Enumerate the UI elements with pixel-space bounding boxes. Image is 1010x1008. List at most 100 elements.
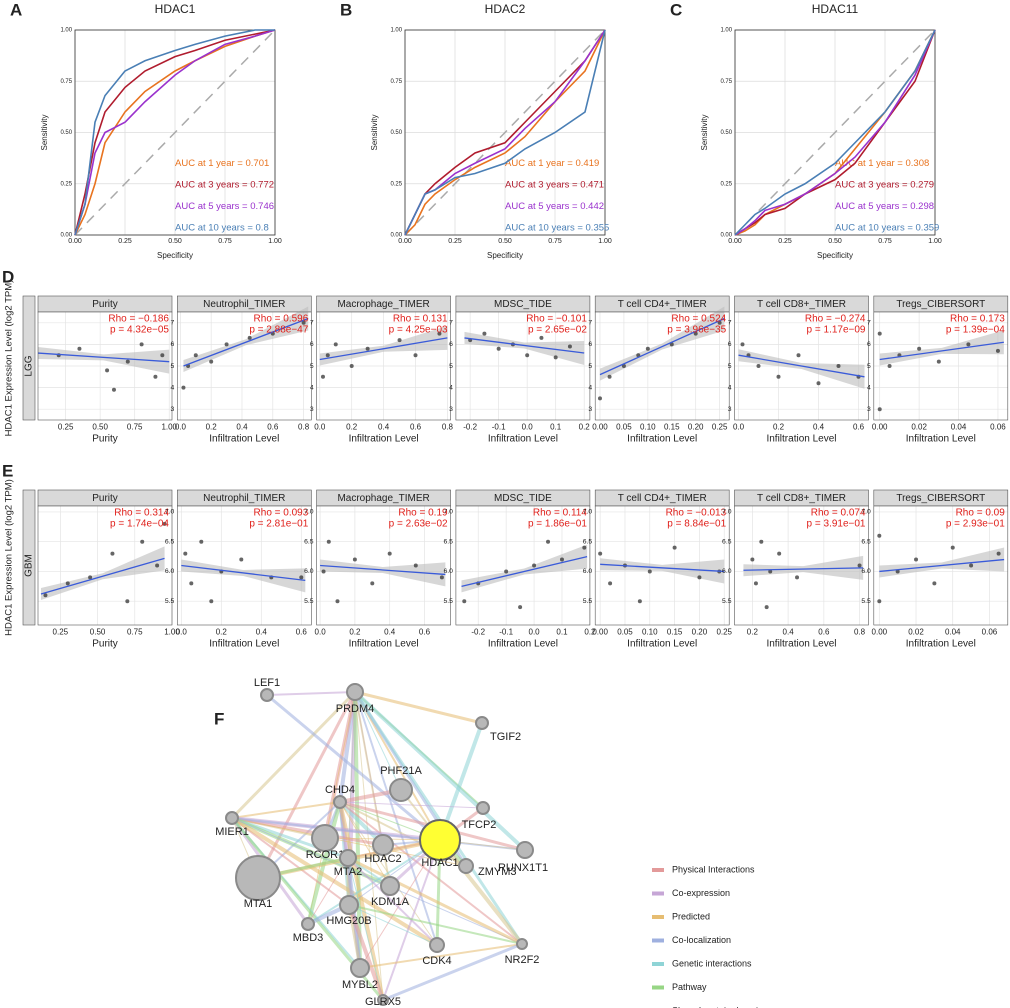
correlation-annotation: p = 4.32e−05 xyxy=(110,325,169,336)
chart-title: HDAC1 xyxy=(155,2,196,16)
y-tick-label: 6 xyxy=(588,341,592,348)
row-strip-label: LGG xyxy=(24,355,35,376)
data-point xyxy=(750,557,755,562)
facet-title: Purity xyxy=(92,299,118,310)
x-tick-label: 0.0 xyxy=(529,627,541,636)
legend-label: Shared protein domain xyxy=(672,1005,763,1008)
x-tick-label: 0.2 xyxy=(206,422,218,431)
regression-line xyxy=(461,555,588,587)
network-edge xyxy=(256,691,357,879)
x-tick-label: 0.0 xyxy=(733,422,745,431)
data-point xyxy=(764,605,769,610)
data-point xyxy=(637,599,642,604)
node-label: HDAC2 xyxy=(364,853,401,865)
data-point xyxy=(607,374,612,379)
y-tick-label: 5.5 xyxy=(722,598,732,605)
x-tick-label: 0.4 xyxy=(384,627,396,636)
network-edge xyxy=(354,691,402,791)
x-tick-label: 0.0 xyxy=(315,627,327,636)
data-point xyxy=(553,355,558,360)
data-point xyxy=(518,605,523,610)
y-tick-label: 5 xyxy=(449,363,453,370)
auc-annotation: AUC at 10 years = 0.8 xyxy=(175,222,269,233)
x-tick-label: 0.1 xyxy=(556,627,568,636)
regression-line xyxy=(181,564,306,582)
auc-annotation: AUC at 10 years = 0.355 xyxy=(505,222,609,233)
plot-border xyxy=(873,311,1009,421)
x-axis-label: Infiltration Level xyxy=(627,434,697,445)
x-tick-label: 0.15 xyxy=(664,422,680,431)
y-tick-label: 7 xyxy=(588,320,592,327)
confidence-band xyxy=(879,547,1005,578)
x-tick-label: 1.00 xyxy=(598,238,612,245)
network-node xyxy=(350,958,370,978)
correlation-annotation: p = 1.74e−04 xyxy=(110,519,169,530)
x-tick-label: 0.4 xyxy=(256,627,268,636)
y-tick-label: 0.50 xyxy=(720,130,732,136)
regression-line xyxy=(599,317,725,376)
data-point xyxy=(917,346,922,351)
y-axis-label: Sensitivity xyxy=(700,114,709,150)
regression-line xyxy=(464,337,585,354)
legend-label: Predicted xyxy=(672,911,710,921)
network-edge xyxy=(353,691,524,945)
x-tick-label: 0.25 xyxy=(712,422,728,431)
facet-title: T cell CD8+_TIMER xyxy=(757,299,846,310)
auc-annotation: AUC at 3 years = 0.471 xyxy=(505,179,604,190)
data-point xyxy=(796,353,801,358)
network-edge xyxy=(359,943,523,969)
x-tick-label: 0.8 xyxy=(854,627,866,636)
y-tick-label: 6 xyxy=(310,341,314,348)
x-tick-label: 0.1 xyxy=(550,422,562,431)
y-tick-label: 7.0 xyxy=(722,509,732,516)
data-point xyxy=(321,569,326,574)
plot-border xyxy=(734,505,869,626)
network-node xyxy=(476,801,490,815)
correlation-annotation: p = 2.81e−01 xyxy=(249,519,308,530)
data-point xyxy=(349,364,354,368)
x-tick-label: 0.75 xyxy=(878,238,892,245)
node-label: GLRX5 xyxy=(365,996,401,1008)
confidence-band xyxy=(599,306,725,381)
network-edge xyxy=(231,801,341,819)
data-point xyxy=(608,581,613,586)
data-point xyxy=(759,539,764,544)
confidence-band xyxy=(38,347,170,374)
data-point xyxy=(125,599,130,604)
x-tick-label: 0.25 xyxy=(53,627,69,636)
y-tick-label: 3 xyxy=(588,406,592,413)
data-point xyxy=(559,557,564,562)
network-edge xyxy=(347,856,523,946)
x-tick-label: 0.6 xyxy=(410,422,422,431)
network-edge xyxy=(266,691,356,696)
data-point xyxy=(320,374,325,379)
roc-curve xyxy=(74,29,276,236)
roc-curve xyxy=(734,29,936,236)
node-label: PHF21A xyxy=(380,765,422,777)
data-point xyxy=(496,346,501,351)
panel-letter: F xyxy=(214,709,224,728)
data-point xyxy=(365,346,370,351)
x-tick-label: 0.06 xyxy=(990,422,1006,431)
panel-letter: C xyxy=(670,0,682,19)
node-label: LEF1 xyxy=(254,677,280,689)
data-point xyxy=(777,551,782,556)
x-tick-label: 0.6 xyxy=(853,422,865,431)
facet-title: Neutrophil_TIMER xyxy=(203,299,285,310)
plot-border xyxy=(873,505,1009,626)
x-tick-label: 0.4 xyxy=(783,627,795,636)
x-tick-label: 0.4 xyxy=(378,422,390,431)
network-edge xyxy=(339,801,523,945)
row-strip xyxy=(22,489,36,626)
correlation-annotation: p = 2.63e−02 xyxy=(389,519,448,530)
data-point xyxy=(768,569,773,574)
y-tick-label: 5 xyxy=(171,363,175,370)
network-node xyxy=(475,716,489,730)
y-tick-label: 0.00 xyxy=(390,233,402,239)
x-tick-label: 0.4 xyxy=(236,422,248,431)
x-tick-label: 0.25 xyxy=(716,627,732,636)
data-point xyxy=(504,569,509,574)
data-point xyxy=(756,364,761,368)
x-tick-label: 0.6 xyxy=(267,422,279,431)
